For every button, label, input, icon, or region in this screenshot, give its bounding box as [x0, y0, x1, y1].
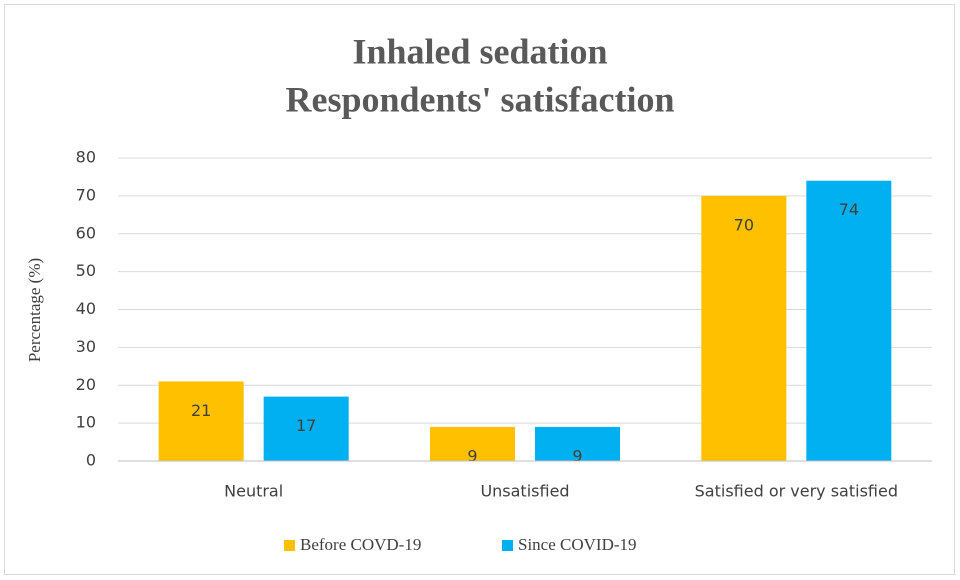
bar [430, 426, 515, 461]
chart-border [4, 4, 955, 575]
data-label: 17 [296, 416, 316, 435]
data-label: 9 [467, 446, 477, 465]
bar [806, 180, 892, 461]
data-label: 70 [734, 215, 754, 234]
data-label: 21 [191, 401, 211, 420]
y-tick-label: 80 [76, 148, 96, 167]
legend-label: Before COVD-19 [300, 535, 421, 554]
y-tick-label: 70 [76, 185, 96, 204]
bar [158, 381, 244, 461]
chart-title: Inhaled sedation [352, 31, 607, 71]
data-label: 74 [839, 200, 859, 219]
x-tick-label: Unsatisfied [480, 482, 569, 501]
x-tick-label: Neutral [224, 482, 283, 501]
y-tick-label: 30 [76, 337, 96, 356]
chart-title: Respondents' satisfaction [285, 79, 674, 119]
y-axis-label: Percentage (%) [25, 258, 44, 362]
legend-label: Since COVID-19 [518, 535, 637, 554]
legend-swatch [284, 540, 295, 551]
y-tick-label: 0 [86, 451, 96, 470]
data-label: 9 [572, 446, 582, 465]
bar [701, 195, 787, 461]
y-tick-label: 40 [76, 299, 96, 318]
x-tick-label: Satisfied or very satisfied [695, 482, 898, 501]
y-tick-label: 50 [76, 261, 96, 280]
y-tick-label: 20 [76, 375, 96, 394]
y-tick-label: 60 [76, 223, 96, 242]
legend-swatch [502, 540, 513, 551]
bar [263, 396, 349, 461]
bar [535, 426, 620, 461]
y-tick-label: 10 [76, 413, 96, 432]
